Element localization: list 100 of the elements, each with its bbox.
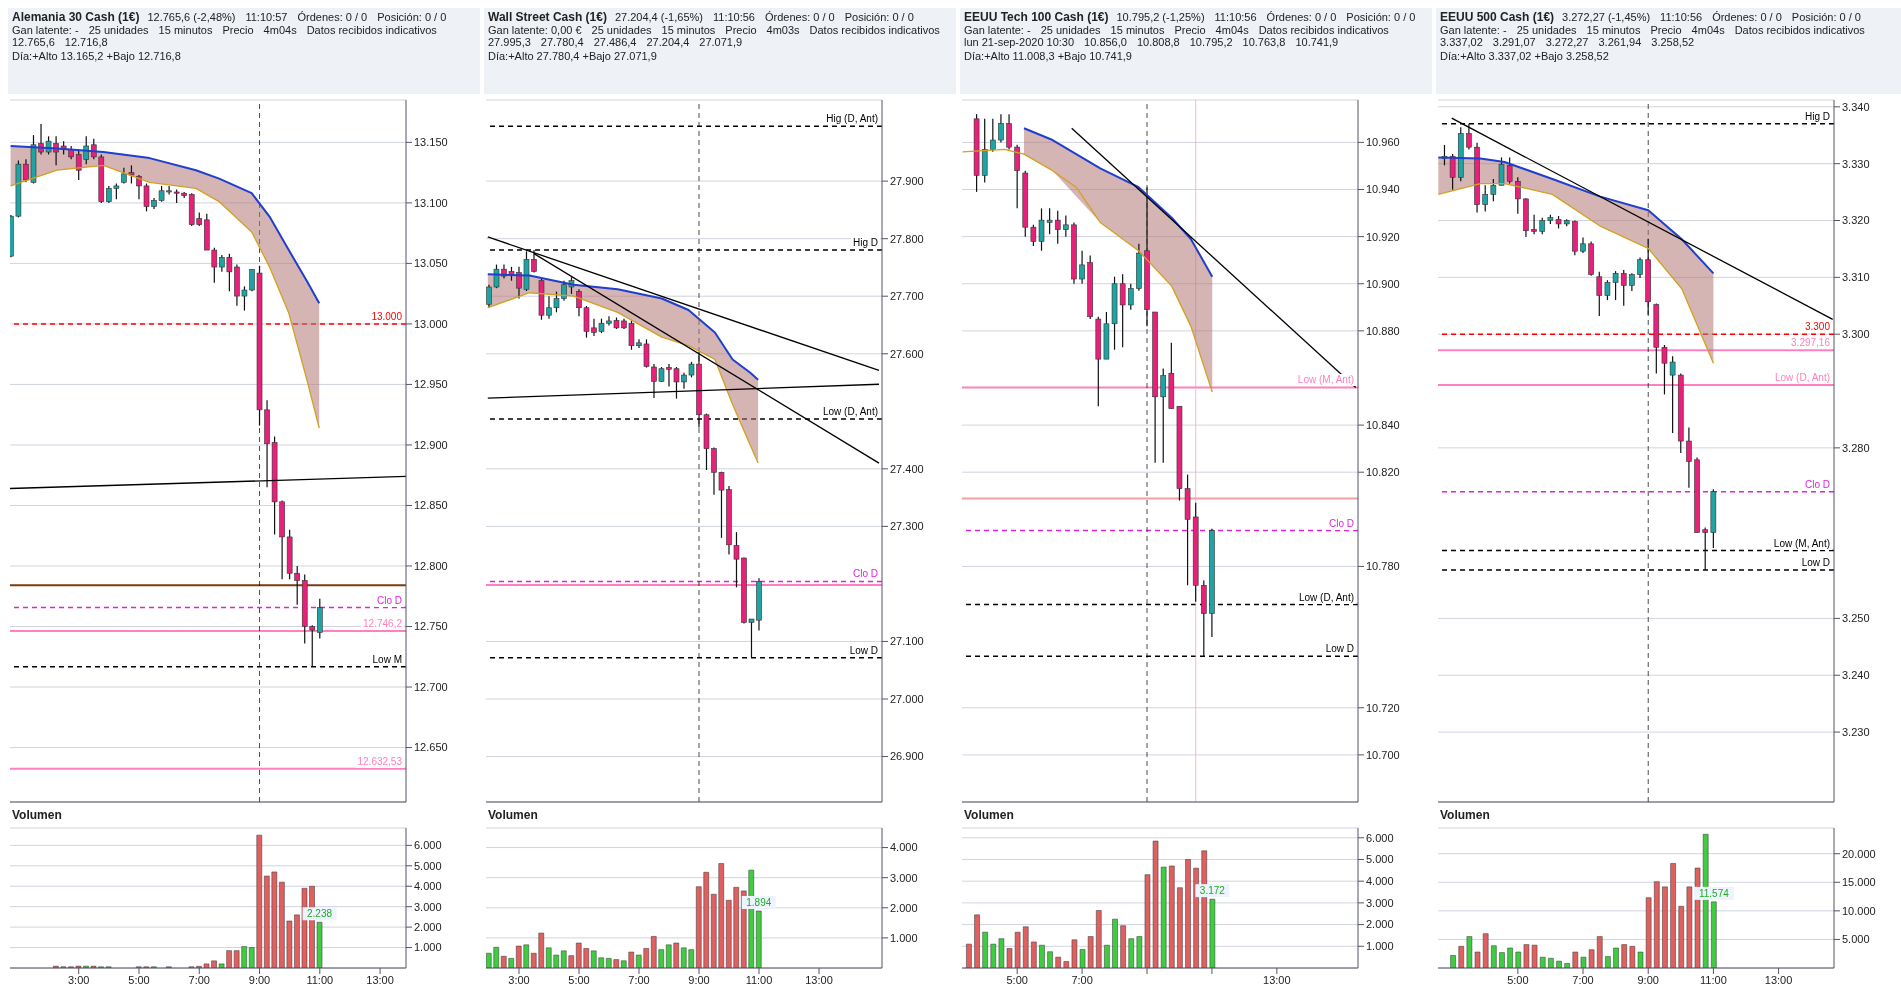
ref-line-label: 3.297,16 <box>1789 337 1832 350</box>
text: Posición: 0 / 0 <box>1346 11 1416 23</box>
text: 12.716,8 <box>64 36 108 48</box>
y-tick-label: 3.240 <box>1842 669 1870 682</box>
text: Precio <box>1174 24 1206 36</box>
chart-title: EEUU 500 Cash (1€) <box>1440 10 1555 24</box>
text: 27.780,4 <box>540 36 584 48</box>
ref-line-label: 13.000 <box>369 310 404 323</box>
text: 27.995,3 <box>488 36 531 48</box>
text: Gan latente: - <box>1440 24 1507 36</box>
y-tick-label: 3.280 <box>1842 441 1870 454</box>
chart-title: Wall Street Cash (1€) <box>488 10 607 24</box>
chart-subtitle: Día:+Alto 27.780,4 +Bajo 27.071,9 <box>488 50 658 62</box>
x-tick-label: 13:00 <box>805 973 833 986</box>
y-tick-label: 12.750 <box>414 620 448 633</box>
text: 11:10:56 <box>1660 11 1703 23</box>
text: 10.741,9 <box>1295 36 1339 48</box>
text: Datos recibidos indicativos <box>1258 24 1389 36</box>
ref-line-label: Low (D, Ant) <box>820 406 880 419</box>
text: Órdenes: 0 / 0 <box>765 11 835 23</box>
text: 3.272,27 (-1,45%) <box>1562 11 1651 23</box>
text: 12.765,6 <box>12 36 55 48</box>
chart-subtitle: Día:+Alto 3.337,02 +Bajo 3.258,52 <box>1440 50 1610 62</box>
text: 15 minutos <box>661 24 716 36</box>
y-tick-label: 27.800 <box>890 232 924 245</box>
y-tick-label: 12.900 <box>414 438 448 451</box>
y-tick-label: 27.900 <box>890 175 924 188</box>
text: 4m04s <box>263 24 297 36</box>
text: Gan latente: - <box>12 24 79 36</box>
text: 10.795,2 <box>1189 36 1233 48</box>
x-tick-label: 11:00 <box>306 973 334 986</box>
y-tick-label: 3.300 <box>1842 328 1870 341</box>
ref-line-label: Hig D <box>1802 110 1832 123</box>
text: Datos recibidos indicativos <box>1734 24 1865 36</box>
data-label: 11.574 <box>1698 887 1730 899</box>
ref-line-label: 3.300 <box>1802 321 1832 334</box>
ref-line-label: Low D <box>1323 643 1356 656</box>
data-label: 2.238 <box>307 908 333 920</box>
ref-line-label: Low D <box>1799 556 1832 569</box>
x-tick-label: 13:00 <box>1764 973 1793 986</box>
text: 25 unidades <box>88 24 149 36</box>
y-tick-label: 3.310 <box>1842 271 1870 284</box>
y-tick-label: 4.000 <box>1366 875 1394 888</box>
text: 25 unidades <box>1040 24 1101 36</box>
text: Posición: 0 / 0 <box>844 11 914 23</box>
y-tick-label: 6.000 <box>414 839 442 852</box>
y-tick-label: 10.700 <box>1366 748 1400 761</box>
y-tick-label: 10.900 <box>1366 277 1400 290</box>
y-tick-label: 10.960 <box>1366 136 1400 149</box>
chart-title: Alemania 30 Cash (1€) <box>12 10 140 24</box>
y-tick-label: 3.000 <box>1366 896 1394 909</box>
ref-line-label: Hig (D, Ant) <box>824 113 880 126</box>
x-tick-label: 13:00 <box>1263 973 1291 986</box>
y-tick-label: 10.840 <box>1366 418 1400 431</box>
chart-title: Volumen <box>1440 808 1490 822</box>
y-tick-label: 13.000 <box>414 317 448 330</box>
y-tick-label: 13.150 <box>414 136 448 149</box>
text: Precio <box>725 24 757 36</box>
y-tick-label: 1.000 <box>890 931 918 944</box>
text: 12.765,6 (-2,48%) <box>147 11 236 23</box>
y-tick-label: 10.720 <box>1366 701 1400 714</box>
text: 3.258,52 <box>1651 36 1695 48</box>
text: 27.071,9 <box>699 36 743 48</box>
text: Precio <box>1650 24 1682 36</box>
text: Gan latente: 0,00 € <box>488 24 582 36</box>
text: Órdenes: 0 / 0 <box>1266 11 1337 23</box>
y-tick-label: 3.000 <box>414 900 442 913</box>
text: 10.795,2 (-1,25%) <box>1116 11 1205 23</box>
x-tick-label: 9:00 <box>248 973 271 986</box>
x-tick-label: 5:00 <box>1507 973 1529 986</box>
y-tick-label: 27.300 <box>890 520 924 533</box>
y-tick-label: 10.940 <box>1366 183 1400 196</box>
ref-line-label: Low (D, Ant) <box>1772 371 1832 384</box>
text: 4m04s <box>1691 24 1725 36</box>
y-tick-label: 6.000 <box>1366 831 1394 844</box>
ref-line-label: Low (D, Ant) <box>1296 591 1356 604</box>
y-tick-label: 5.000 <box>1366 853 1394 866</box>
ref-line-label: Clo D <box>1802 478 1832 491</box>
y-tick-label: 3.230 <box>1842 725 1870 738</box>
text: Gan latente: - <box>964 24 1031 36</box>
x-tick-label: 7:00 <box>628 973 650 986</box>
y-tick-label: 5.000 <box>1842 933 1870 946</box>
ref-line-label: Clo D <box>374 594 404 607</box>
y-tick-label: 10.000 <box>1842 904 1876 917</box>
text: 3.291,07 <box>1492 36 1536 48</box>
text: 27.204,4 <box>646 36 690 48</box>
ref-line-label: Low (M, Ant) <box>1771 537 1832 550</box>
x-tick-label: 5:00 <box>568 973 590 986</box>
y-tick-label: 2.000 <box>1366 918 1394 931</box>
y-tick-label: 12.800 <box>414 559 448 572</box>
data-label: 1.894 <box>746 896 772 908</box>
text: 10.763,8 <box>1242 36 1286 48</box>
y-tick-label: 26.900 <box>890 750 924 763</box>
text: 3.272,27 <box>1545 36 1589 48</box>
text: 11:10:56 <box>712 11 755 23</box>
chart-title: Volumen <box>12 808 62 822</box>
ref-line-label: Low (M, Ant) <box>1295 374 1356 387</box>
y-tick-label: 1.000 <box>1366 940 1394 953</box>
text: 25 unidades <box>591 24 652 36</box>
y-tick-label: 3.250 <box>1842 612 1870 625</box>
